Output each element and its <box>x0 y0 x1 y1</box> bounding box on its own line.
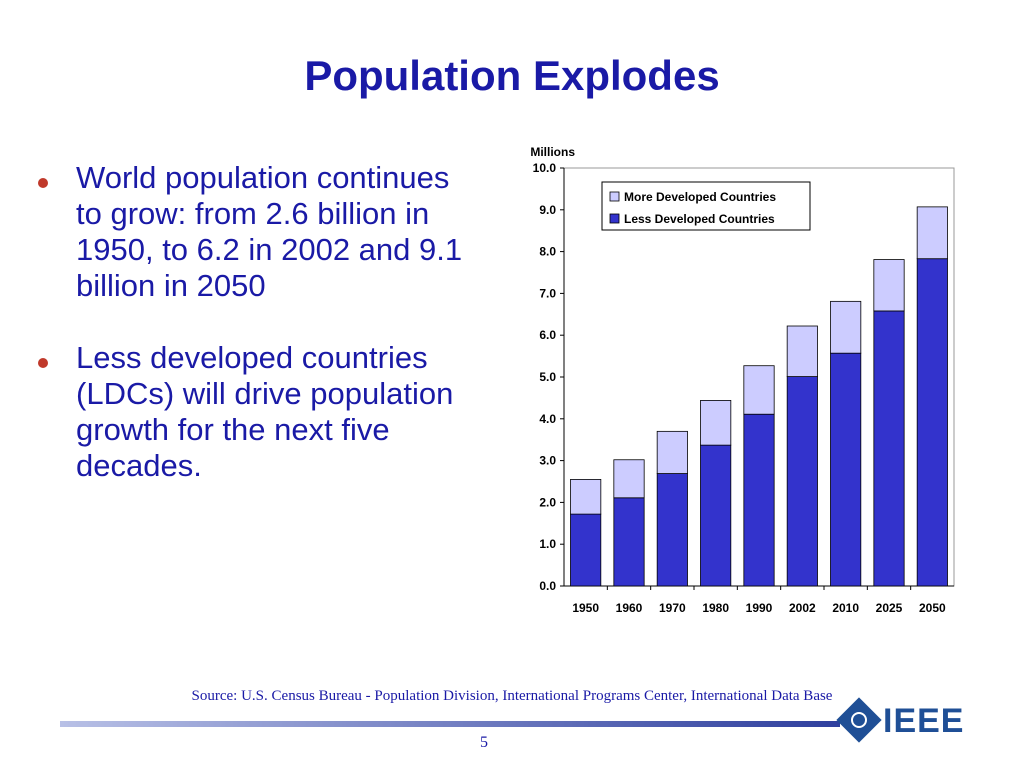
bullet-item: World population continues to grow: from… <box>36 160 466 304</box>
y-tick-label: 5.0 <box>539 370 556 384</box>
x-tick-label: 2050 <box>919 601 946 615</box>
bar-less-developed <box>873 310 905 587</box>
x-tick-label: 2010 <box>832 601 859 615</box>
bullet-text: World population continues to grow: from… <box>76 160 463 303</box>
legend-box <box>601 181 811 231</box>
x-tick-label: 2002 <box>789 601 816 615</box>
slide-title: Population Explodes <box>304 52 720 99</box>
population-chart: Millions 0.0 1.0 2.0 3.0 4.0 5.0 6.0 7.0 8.0 9.0 1… <box>530 145 955 615</box>
y-tick-label: 10.0 <box>533 161 557 175</box>
x-tick-label: 2025 <box>876 601 903 615</box>
y-tick-label: 8.0 <box>539 245 556 259</box>
source-citation: Source: U.S. Census Bureau - Population … <box>191 688 833 704</box>
bar-more-developed <box>656 430 688 474</box>
bar-less-developed <box>786 376 818 587</box>
bar-more-developed <box>786 325 818 377</box>
bar-less-developed <box>570 513 602 587</box>
bar-less-developed <box>830 352 862 587</box>
y-tick-label: 0.0 <box>539 579 556 593</box>
bar-less-developed <box>656 473 688 587</box>
bullet-item: Less developed countries (LDCs) will dri… <box>36 340 466 484</box>
y-tick-label: 9.0 <box>539 203 556 217</box>
legend-label-more-developed: More Developed Countries <box>624 190 776 204</box>
bullet-dot-icon <box>38 358 48 368</box>
y-tick-label: 6.0 <box>539 328 556 342</box>
x-tick-label: 1970 <box>659 601 686 615</box>
y-tick-label: 1.0 <box>539 537 556 551</box>
bar-more-developed <box>830 300 862 354</box>
bullet-list: World population continues to grow: from… <box>36 160 466 520</box>
footer-rule <box>60 721 840 727</box>
bullet-dot-icon <box>38 178 48 188</box>
bar-less-developed <box>700 444 732 587</box>
bar-less-developed <box>916 258 948 587</box>
bar-more-developed <box>570 479 602 515</box>
legend-swatch-more-developed <box>609 191 620 202</box>
y-tick-label: 4.0 <box>539 412 556 426</box>
y-tick-label: 2.0 <box>539 495 556 509</box>
x-tick-label: 1950 <box>572 601 599 615</box>
bar-more-developed <box>700 400 732 446</box>
y-axis-label: Millions <box>530 145 575 159</box>
ieee-logo: IEEE <box>836 697 965 744</box>
y-tick-label: 7.0 <box>539 286 556 300</box>
bar-less-developed <box>613 497 645 587</box>
bar-more-developed <box>916 206 948 260</box>
ieee-diamond-icon <box>836 697 882 743</box>
bar-more-developed <box>743 365 775 415</box>
bar-more-developed <box>873 259 905 312</box>
logo-wordmark: IEEE <box>883 702 965 740</box>
x-tick-label: 1960 <box>616 601 643 615</box>
bar-less-developed <box>743 413 775 587</box>
bullet-text: Less developed countries (LDCs) will dri… <box>76 340 454 483</box>
legend-swatch-less-developed <box>609 213 620 224</box>
x-tick-label: 1990 <box>746 601 773 615</box>
y-tick-label: 3.0 <box>539 454 556 468</box>
legend-label-less-developed: Less Developed Countries <box>624 212 775 226</box>
bar-more-developed <box>613 459 645 499</box>
x-tick-label: 1980 <box>702 601 729 615</box>
page-number: 5 <box>480 734 488 751</box>
